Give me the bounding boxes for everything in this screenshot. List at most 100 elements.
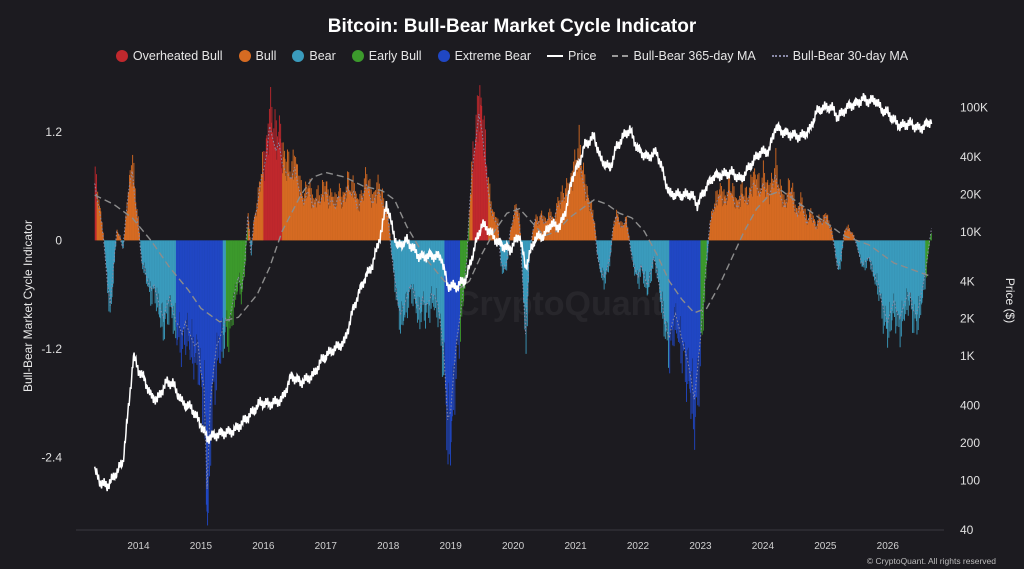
indicator-bar <box>170 240 172 296</box>
indicator-bar <box>148 240 150 279</box>
indicator-bar <box>481 138 483 241</box>
indicator-bar <box>400 240 402 302</box>
indicator-bar <box>808 218 810 241</box>
indicator-bar <box>807 221 809 241</box>
indicator-bar <box>586 186 588 241</box>
indicator-bar <box>196 240 198 365</box>
indicator-bar <box>274 109 276 241</box>
indicator-bar <box>182 240 184 330</box>
indicator-bar <box>390 240 392 247</box>
x-tick-label: 2023 <box>689 541 712 552</box>
indicator-bar <box>130 165 132 241</box>
indicator-bar <box>209 240 210 477</box>
legend-label-bull: Bull <box>255 49 277 63</box>
indicator-bar <box>245 240 247 246</box>
indicator-bar <box>668 240 670 338</box>
indicator-bar <box>195 240 197 335</box>
indicator-bar <box>356 199 358 241</box>
legend-swatch-ma365 <box>612 55 629 57</box>
indicator-bar <box>877 240 879 285</box>
y2-tick-label: 1K <box>960 349 975 363</box>
indicator-bar <box>827 222 829 241</box>
indicator-bar <box>486 177 488 241</box>
indicator-bar <box>275 120 277 241</box>
indicator-bar <box>634 240 636 276</box>
indicator-bar <box>748 195 750 241</box>
indicator-bar <box>449 240 451 411</box>
indicator-bar <box>706 240 707 266</box>
indicator-bar <box>764 173 766 241</box>
indicator-bar <box>911 240 913 301</box>
indicator-bar <box>201 240 203 388</box>
indicator-bar <box>224 240 225 349</box>
indicator-bar <box>275 146 277 241</box>
indicator-bar <box>611 239 613 241</box>
indicator-bar <box>225 240 227 327</box>
indicator-bar <box>313 199 315 241</box>
indicator-bar <box>138 228 140 241</box>
x-tick-label: 2019 <box>440 541 463 552</box>
indicator-bar <box>799 202 801 241</box>
indicator-bar <box>121 240 123 244</box>
indicator-bar <box>267 139 268 241</box>
indicator-bar <box>367 189 368 241</box>
indicator-bar <box>222 240 224 358</box>
indicator-bar <box>809 213 811 241</box>
indicator-bar <box>110 240 112 298</box>
indicator-bar <box>523 240 525 303</box>
indicator-bar <box>732 196 734 241</box>
indicator-bar <box>824 214 825 241</box>
indicator-bar <box>709 220 711 241</box>
indicator-bar <box>699 240 701 352</box>
indicator-bar <box>802 205 804 241</box>
indicator-bar <box>253 222 255 241</box>
indicator-bar <box>463 240 465 302</box>
indicator-bar <box>139 240 141 242</box>
indicator-bar <box>169 240 171 307</box>
indicator-bars <box>94 85 932 526</box>
indicator-bar <box>594 230 596 241</box>
indicator-bar <box>186 240 188 347</box>
indicator-bar <box>278 115 280 241</box>
indicator-bar <box>420 240 421 314</box>
legend-label-ma30: Bull-Bear 30-day MA <box>792 49 909 63</box>
indicator-bar <box>577 148 579 241</box>
indicator-bar <box>724 196 726 241</box>
indicator-bar <box>673 240 675 347</box>
indicator-bar <box>371 194 373 241</box>
indicator-bar <box>298 175 300 241</box>
indicator-bar <box>326 181 328 241</box>
indicator-bar <box>293 155 295 241</box>
indicator-bar <box>875 240 877 286</box>
indicator-bar <box>314 202 316 241</box>
indicator-bar <box>830 229 832 241</box>
indicator-bar <box>927 240 929 254</box>
indicator-bar <box>664 240 666 339</box>
indicator-bar <box>205 240 207 505</box>
indicator-bar <box>438 240 440 319</box>
indicator-bar <box>876 240 878 274</box>
indicator-bar <box>304 200 306 241</box>
indicator-bar <box>705 240 707 279</box>
indicator-bar <box>865 240 867 263</box>
indicator-bar <box>655 240 657 274</box>
indicator-bar <box>831 231 833 241</box>
indicator-bar <box>307 196 308 241</box>
indicator-bar <box>683 240 685 350</box>
indicator-bar <box>807 220 809 241</box>
indicator-bar <box>682 240 684 346</box>
indicator-bar <box>622 227 624 241</box>
indicator-bar <box>285 175 287 241</box>
indicator-bar <box>441 240 443 377</box>
indicator-bar <box>792 200 794 241</box>
indicator-bar <box>113 240 115 264</box>
indicator-bar <box>401 240 403 306</box>
indicator-bar <box>232 240 234 311</box>
indicator-bar <box>721 186 722 241</box>
indicator-bar <box>696 240 698 358</box>
indicator-bar <box>478 131 480 241</box>
indicator-bar <box>633 240 634 268</box>
indicator-bar <box>265 163 267 241</box>
indicator-bar <box>495 225 497 241</box>
indicator-bar <box>174 240 175 331</box>
